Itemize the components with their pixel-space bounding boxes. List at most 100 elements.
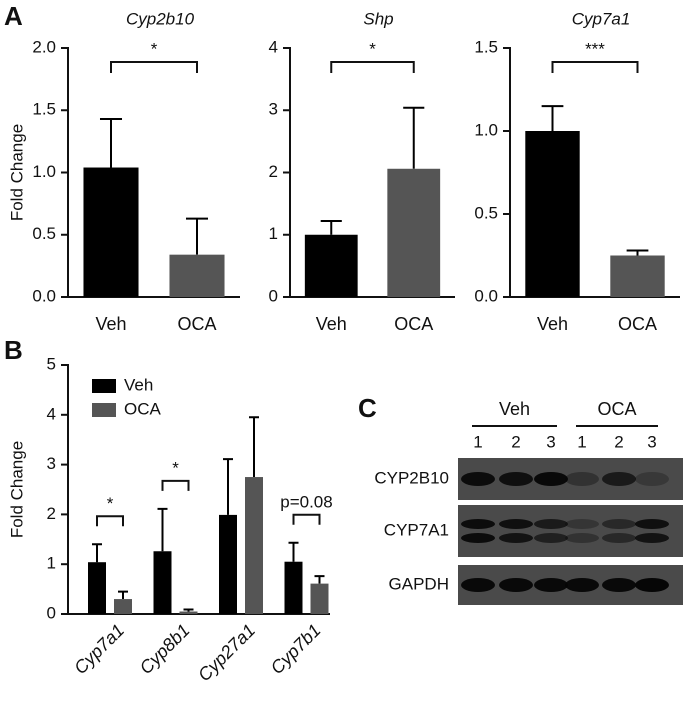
lane-label: 2 [511,432,520,451]
y-tick-label: 0 [47,603,56,622]
error-bar [157,507,168,552]
lane-label: 3 [546,432,555,451]
bracket [161,479,190,491]
legend-swatch [92,379,116,393]
bar [304,234,358,297]
error-bar [118,590,128,600]
chart-title: Shp [363,9,393,28]
x-tick-label: Cyp27a1 [194,620,259,685]
y-tick-label: 3 [47,454,56,473]
y-tick-label: 1 [269,224,278,243]
legend-swatch [92,403,116,417]
error-bar [99,117,123,168]
blot-band [499,472,533,486]
blot-band [461,533,495,543]
blot-band [461,519,495,529]
chart-title: Cyp7a1 [572,9,631,28]
blot-band [461,472,495,486]
blot-group-label: Veh [499,399,530,419]
blot-strip [458,505,683,557]
blot-band [534,578,568,592]
y-tick-label: 1.5 [474,37,498,56]
x-tick-label: OCA [394,314,433,334]
blot-band [602,533,636,543]
y-tick-label: 1.5 [32,100,56,119]
error-bar [403,106,425,169]
blot-band [602,519,636,529]
blot-row-label: CYP7A1 [384,520,449,539]
blot-band [635,519,669,529]
x-tick-label: Cyp7a1 [70,620,128,678]
error-bar [314,575,325,584]
bracket [330,61,415,73]
bar [179,611,198,614]
blot-strip [458,458,683,500]
error-bar [626,249,649,256]
x-tick-label: OCA [177,314,216,334]
y-tick-label: 0.0 [474,286,498,305]
lane-label: 1 [473,432,482,451]
blot-row-label: GAPDH [389,574,449,593]
blot-band [499,533,533,543]
blot-band [565,533,599,543]
x-tick-label: Veh [316,314,347,334]
y-tick-label: 1 [47,554,56,573]
blot-band [534,519,568,529]
error-bar [249,416,259,478]
blot-band [635,472,669,486]
x-tick-label: Cyp7b1 [267,620,325,678]
bar [284,561,303,614]
blot-row-label: CYP2B10 [374,468,449,487]
panel-label: C [358,393,377,423]
blot-band [635,578,669,592]
y-tick-label: 3 [269,100,278,119]
significance-label: * [369,39,376,58]
bar [610,255,665,297]
blot-band [565,519,599,529]
bar [88,562,106,614]
bar [310,583,329,614]
bracket [292,513,321,525]
significance-label: *** [585,39,605,58]
blot-band [635,533,669,543]
bracket [96,515,124,527]
significance-label: * [151,39,158,58]
blot-band [534,472,568,486]
bar [114,599,132,614]
bar [169,254,225,297]
blot-band [499,519,533,529]
y-tick-label: 1.0 [474,120,498,139]
y-tick-label: 0.0 [32,286,56,305]
blot-group-label: OCA [597,399,636,419]
y-tick-label: 5 [47,354,56,373]
x-tick-label: Veh [537,314,568,334]
bracket [110,61,198,73]
bar [245,477,263,614]
lane-label: 3 [647,432,656,451]
y-tick-label: 4 [269,37,278,56]
bar [153,551,172,614]
significance-label: p=0.08 [280,492,332,511]
bracket [551,61,639,73]
blot-band [534,533,568,543]
blot-band [461,578,495,592]
y-tick-label: 2 [269,162,278,181]
error-bar [541,105,564,131]
bar [83,167,139,297]
legend-label: Veh [124,375,153,394]
blot-band [565,578,599,592]
y-tick-label: 4 [47,404,56,423]
y-tick-label: 2.0 [32,37,56,56]
error-bar [288,541,299,562]
bar [525,131,580,297]
lane-label: 1 [577,432,586,451]
x-tick-label: OCA [618,314,657,334]
error-bar [92,543,102,563]
x-tick-label: Cyp8b1 [136,620,194,678]
y-tick-label: 0.5 [32,224,56,243]
blot-band [565,472,599,486]
y-axis-label: Fold Change [7,441,26,538]
y-tick-label: 1.0 [32,162,56,181]
y-tick-label: 0.5 [474,203,498,222]
